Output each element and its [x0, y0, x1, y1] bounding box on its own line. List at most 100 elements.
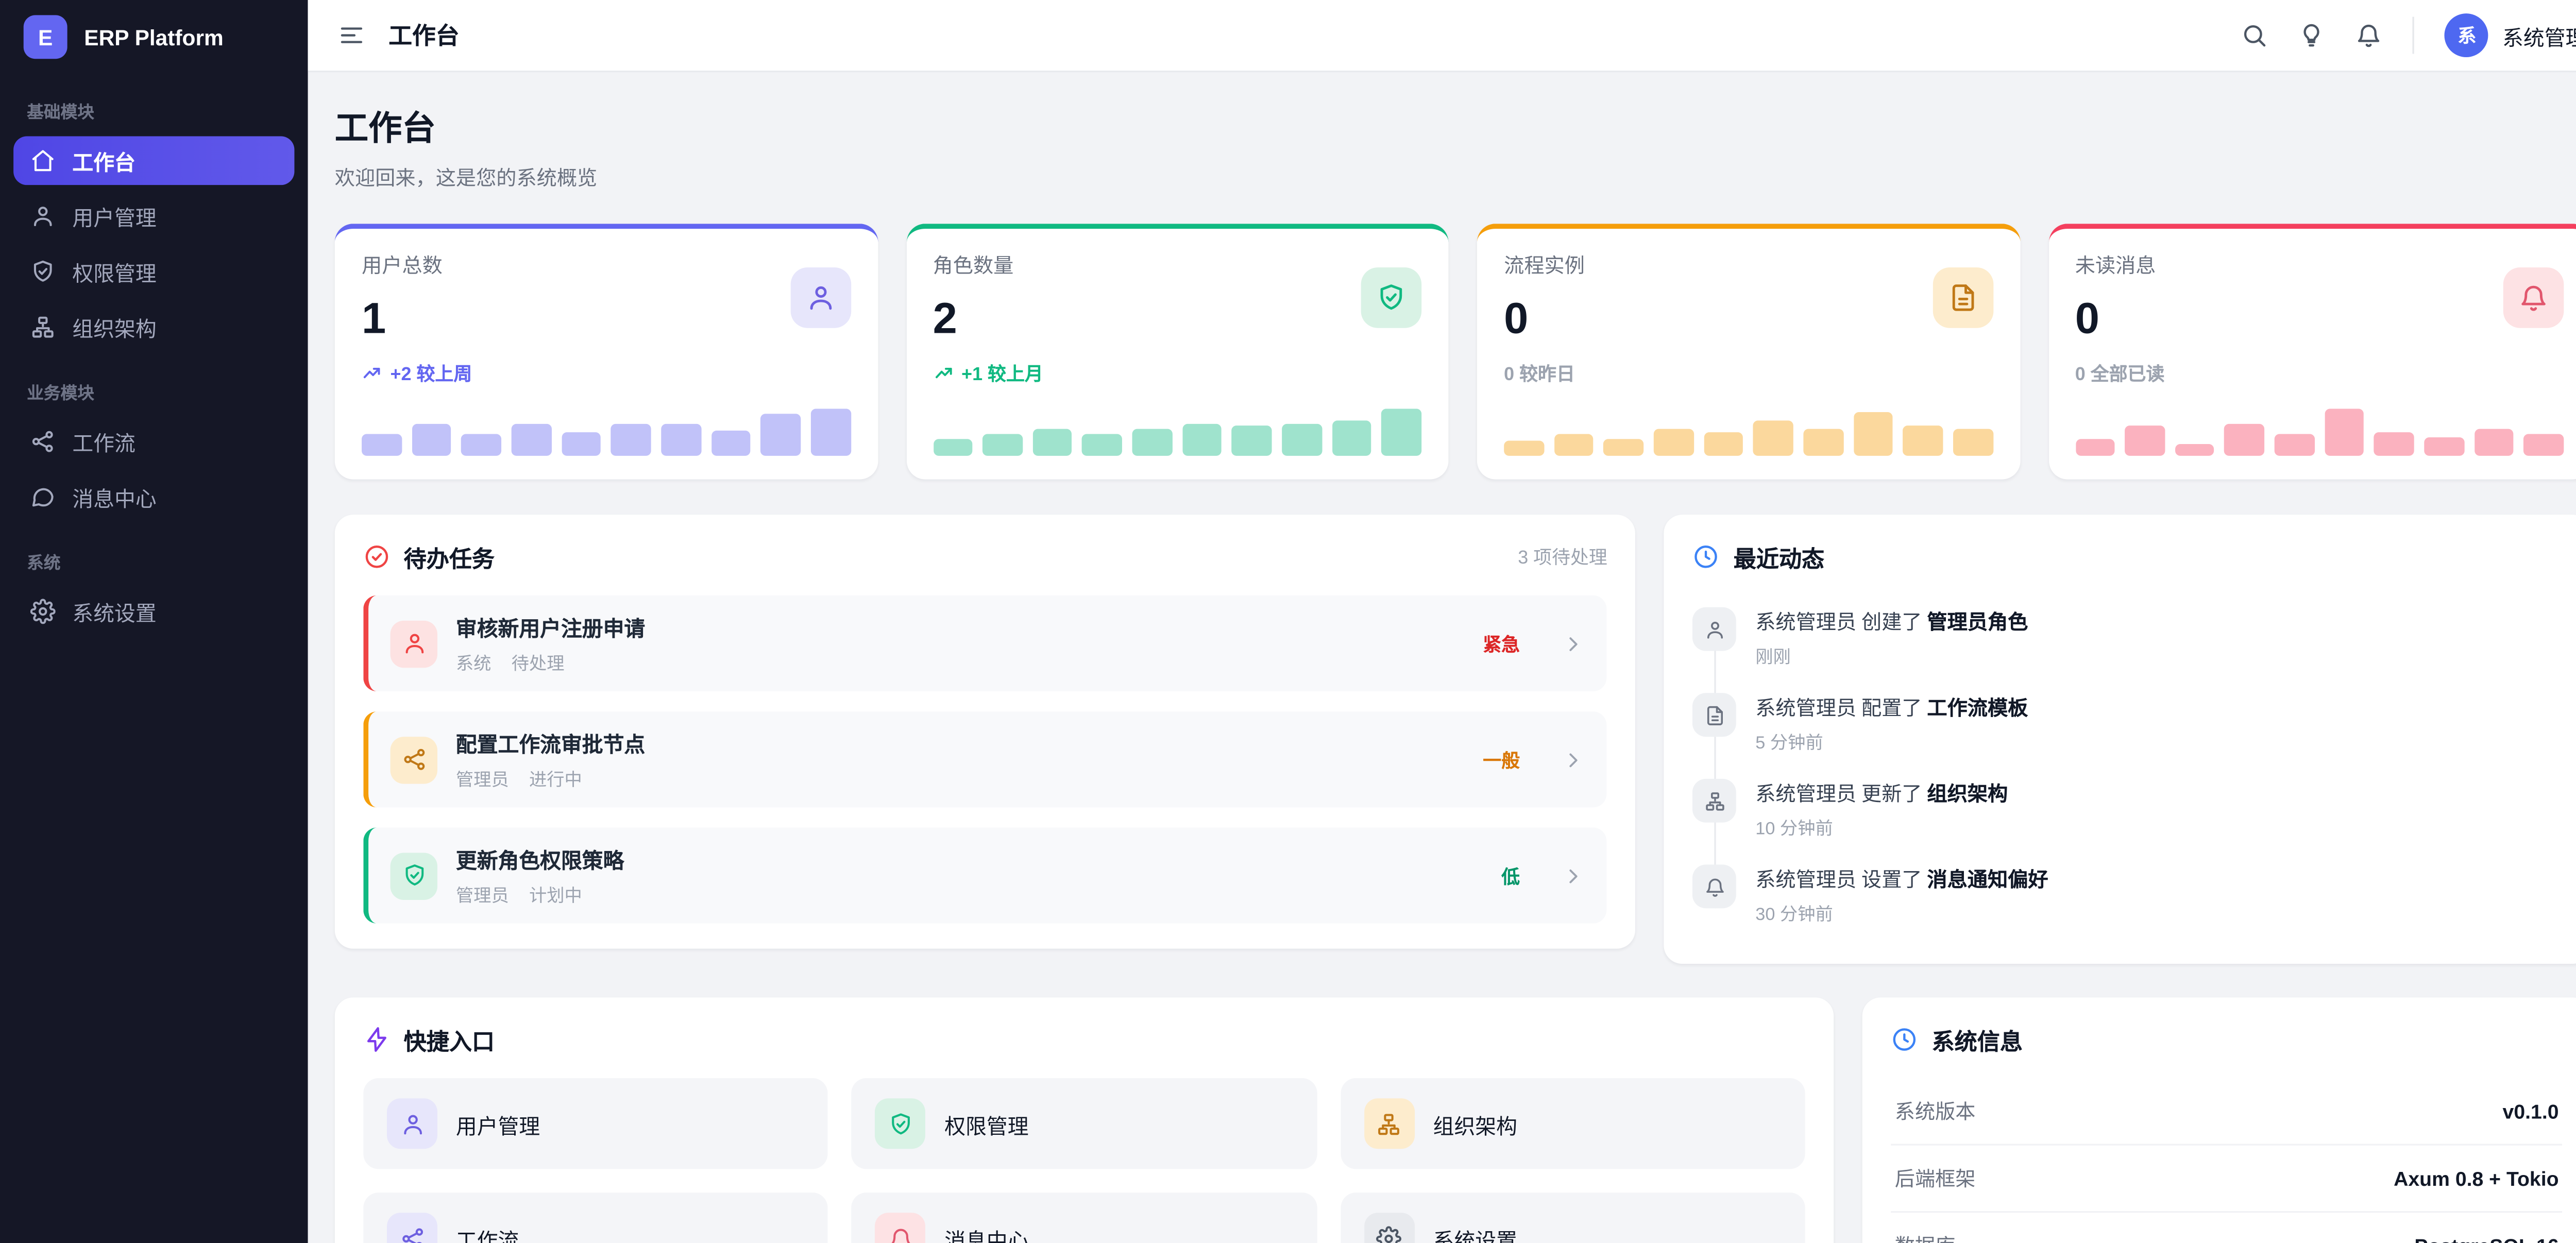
nav-section-system: 系统 — [27, 555, 61, 574]
activity-text: 系统管理员 设置了 消息通知偏好 — [1755, 864, 2048, 893]
task-row-3[interactable]: 更新角色权限策略 管理员 计划中 低 — [363, 827, 1607, 924]
task-source: 系统 — [455, 654, 492, 675]
sidebar-item-workflow[interactable]: 工作流 — [13, 417, 294, 466]
info-label: 数据库 — [1895, 1231, 1956, 1243]
stat-trend-text: 0 较昨日 — [1504, 365, 1575, 385]
quick-link-organization[interactable]: 组织架构 — [1341, 1078, 1806, 1169]
task-row-2[interactable]: 配置工作流审批节点 管理员 进行中 一般 — [363, 711, 1607, 808]
app-logo-icon: E — [23, 15, 67, 59]
activity-actor: 系统管理员 — [1755, 696, 1857, 720]
bell-icon — [2503, 267, 2564, 328]
sidebar-item-workbench[interactable]: 工作台 — [13, 136, 295, 185]
avatar: 系 — [2445, 13, 2489, 58]
stat-trend: 0 全部已读 — [2075, 360, 2564, 387]
notifications-button[interactable] — [2356, 22, 2383, 48]
stat-label: 角色数量 — [933, 254, 1014, 278]
quick-label: 用户管理 — [455, 1114, 540, 1138]
sidebar-item-label: 组织架构 — [72, 318, 157, 342]
activity-list: 系统管理员 创建了 管理员角色 刚刚 系统管理员 配置了 工作流 — [1693, 595, 2562, 939]
nav-section-business: 业务模块 — [27, 385, 94, 404]
main-area: 工作台 系 系统管理员 工作台 欢 — [308, 0, 2576, 1243]
stat-trend: 0 较昨日 — [1504, 360, 1993, 387]
quick-links-header: 快捷入口 — [363, 1023, 1805, 1056]
stat-label: 流程实例 — [1504, 254, 1585, 278]
sidebar-item-message-center[interactable]: 消息中心 — [13, 473, 294, 522]
system-info-card: 系统信息 系统版本 v0.1.0 后端框架 Axum 0.8 + Tokio 数… — [1862, 997, 2576, 1243]
activity-body: 系统管理员 设置了 消息通知偏好 30 分钟前 — [1755, 864, 2048, 927]
quick-link-users[interactable]: 用户管理 — [363, 1078, 828, 1169]
page-content: 工作台 欢迎回来，这是您的系统概览 用户总数 1 +2 较上周 — [308, 72, 2576, 1243]
quick-label: 消息中心 — [944, 1229, 1029, 1243]
sidebar-item-label: 工作流 — [72, 432, 135, 456]
sidebar-item-users[interactable]: 用户管理 — [13, 192, 294, 241]
bell-icon — [1693, 864, 1737, 909]
sidebar-item-organization[interactable]: 组织架构 — [13, 303, 294, 352]
bell-icon — [2359, 24, 2380, 47]
user-icon — [790, 267, 851, 328]
quick-label: 组织架构 — [1433, 1114, 1517, 1138]
lightbulb-icon — [2304, 24, 2320, 47]
theme-toggle-button[interactable] — [2299, 22, 2326, 48]
search-button[interactable] — [2242, 22, 2268, 48]
quick-link-settings[interactable]: 系统设置 — [1341, 1193, 1806, 1243]
info-label: 系统版本 — [1894, 1100, 1976, 1124]
messages-mini-bar-chart — [2075, 405, 2564, 456]
sidebar-toggle-button[interactable] — [338, 22, 365, 48]
stats-row: 用户总数 1 +2 较上周 角色数量 2 + — [334, 224, 2576, 480]
page-subtitle: 欢迎回来，这是您的系统概览 — [334, 166, 598, 190]
card-title: 系统信息 — [1931, 1029, 2023, 1055]
info-value: PostgreSQL 16 — [2414, 1234, 2558, 1243]
activity-object: 消息通知偏好 — [1927, 867, 2048, 892]
sidebar-item-settings[interactable]: 系统设置 — [13, 587, 294, 636]
workflow-icon — [390, 736, 437, 783]
quick-link-permissions[interactable]: 权限管理 — [852, 1078, 1317, 1169]
menu-icon — [341, 27, 363, 43]
topbar-title: 工作台 — [388, 22, 460, 49]
shield-check-icon — [1361, 267, 1422, 328]
task-row-1[interactable]: 审核新用户注册申请 系统 待处理 紧急 — [363, 595, 1607, 692]
user-icon — [390, 620, 437, 667]
activity-time: 30 分钟前 — [1755, 905, 1833, 925]
file-text-icon — [1693, 693, 1737, 737]
gear-icon — [30, 599, 56, 624]
user-name: 系统管理员 — [2502, 26, 2576, 50]
stat-value: 1 — [362, 293, 386, 344]
activity-object: 组织架构 — [1927, 782, 2008, 806]
chevron-right-icon — [1570, 752, 1579, 767]
shield-check-icon — [33, 260, 52, 282]
activity-actor: 系统管理员 — [1755, 610, 1857, 635]
mid-row: 待办任务 3 项待处理 审核新用户注册申请 系统 待处理 — [334, 515, 2576, 964]
clock-icon — [1893, 1028, 1917, 1051]
sidebar-item-permissions[interactable]: 权限管理 — [13, 247, 294, 296]
activity-action: 配置了 — [1861, 696, 1922, 720]
shield-check-icon — [390, 852, 437, 899]
activity-actor: 系统管理员 — [1755, 782, 1857, 806]
quick-link-message-center[interactable]: 消息中心 — [852, 1193, 1317, 1243]
workflow-icon — [32, 431, 53, 452]
activity-body: 系统管理员 创建了 管理员角色 刚刚 — [1755, 607, 2028, 670]
activity-object: 管理员角色 — [1927, 610, 2028, 635]
quick-link-workflow[interactable]: 工作流 — [363, 1193, 828, 1243]
sidebar-item-label: 消息中心 — [72, 487, 157, 512]
stat-value: 0 — [1504, 293, 1529, 344]
task-status: 计划中 — [529, 886, 582, 907]
stat-value: 2 — [933, 293, 957, 344]
stat-value: 0 — [2075, 293, 2099, 344]
file-text-icon — [1932, 267, 1993, 328]
users-mini-bar-chart — [362, 405, 851, 456]
task-priority-badge: 紧急 — [1483, 635, 1520, 655]
user-menu[interactable]: 系 系统管理员 — [2445, 13, 2576, 58]
card-title: 快捷入口 — [403, 1029, 495, 1055]
activity-text: 系统管理员 配置了 工作流模板 — [1755, 693, 2028, 722]
card-title: 待办任务 — [403, 547, 495, 572]
info-row-backend: 后端框架 Axum 0.8 + Tokio — [1891, 1146, 2563, 1213]
activity-item-1: 系统管理员 创建了 管理员角色 刚刚 — [1693, 595, 2562, 682]
task-source: 管理员 — [455, 770, 509, 791]
stat-label: 用户总数 — [362, 254, 443, 278]
org-chart-icon — [1693, 778, 1737, 823]
zap-icon — [367, 1027, 386, 1052]
info-value: v0.1.0 — [2502, 1099, 2559, 1123]
task-title: 配置工作流审批节点 — [455, 733, 646, 757]
activity-text: 系统管理员 更新了 组织架构 — [1755, 779, 2008, 808]
task-source: 管理员 — [455, 886, 509, 907]
